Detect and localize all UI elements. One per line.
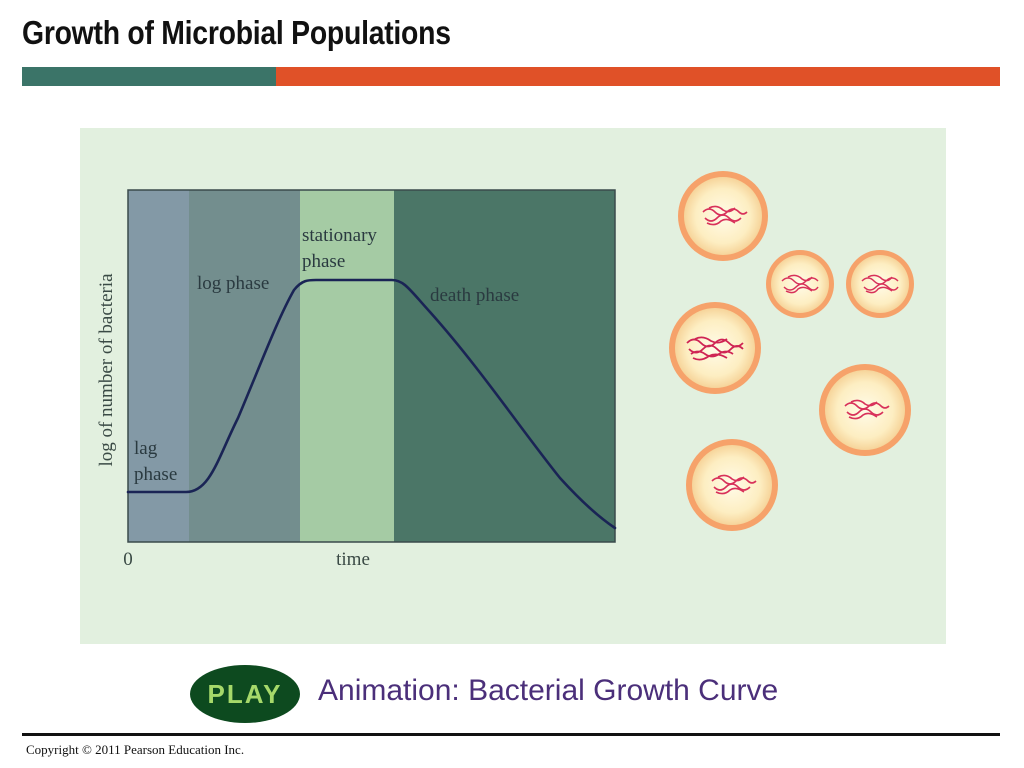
death-phase-region [394, 190, 615, 542]
growth-curve-line [126, 278, 617, 530]
growth-curve-figure: log of number of bacteria time 0 lag pha… [80, 128, 946, 644]
cell-3-chromosome [861, 274, 899, 294]
lag-phase-label-line-2: phase [134, 464, 177, 485]
cell-5 [819, 364, 911, 456]
log-phase-region [189, 190, 300, 542]
cell-5-chromosome [844, 399, 890, 420]
stationary-phase-label-line-2: phase [302, 251, 345, 272]
play-button[interactable]: PLAY [189, 664, 301, 724]
plot-frame [127, 189, 616, 543]
copyright-notice: Copyright © 2011 Pearson Education Inc. [26, 742, 245, 757]
stationary-phase-region [300, 190, 394, 542]
lag-phase-label: lag phase [134, 438, 177, 485]
animation-link[interactable]: Animation: Bacterial Growth Curve [318, 674, 779, 707]
lag-phase-region [128, 190, 189, 542]
title-bar-teal [22, 67, 276, 86]
stationary-phase-label-line-1: stationary [302, 225, 377, 246]
lag-phase-label-line-1: lag [134, 438, 158, 459]
cell-2 [766, 250, 834, 318]
log-phase-label: log phase [197, 273, 269, 294]
y-axis-label: log of number of bacteria [96, 273, 117, 467]
x-axis-label: time [336, 549, 370, 570]
cell-6-chromosome [711, 474, 757, 495]
cell-4-chromosome [686, 336, 744, 361]
death-phase-label: death phase [430, 285, 519, 306]
cell-3 [846, 250, 914, 318]
origin-label: 0 [123, 549, 133, 570]
play-label: PLAY [207, 679, 283, 709]
cell-4 [669, 302, 761, 394]
footer-rule [22, 733, 1000, 736]
slide-title: Growth of Microbial Populations [22, 14, 451, 51]
cell-2-chromosome [781, 274, 819, 294]
growth-curve-svg: log of number of bacteria time 0 lag pha… [96, 171, 914, 570]
play-button-shape [190, 665, 300, 723]
cell-1 [678, 171, 768, 261]
title-bar-orange [276, 67, 1000, 86]
cell-6 [686, 439, 778, 531]
cell-1-chromosome [702, 205, 748, 226]
stationary-phase-label: stationary phase [302, 225, 382, 272]
